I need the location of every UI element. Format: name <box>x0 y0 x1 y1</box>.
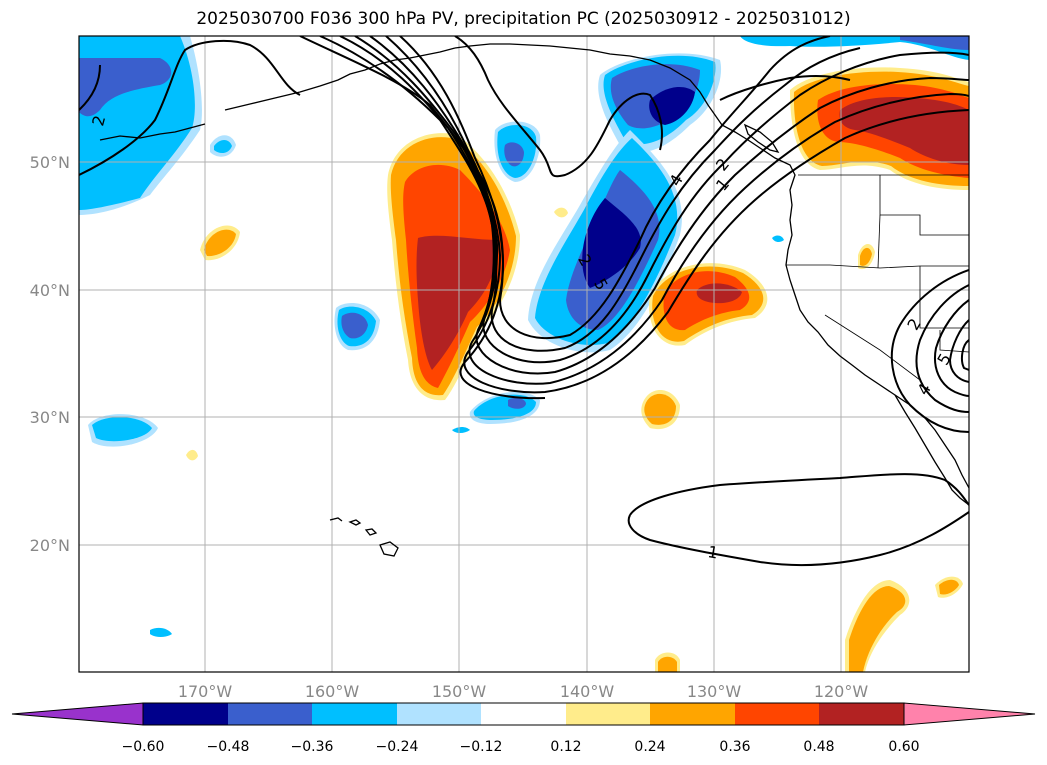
lat-label: 30°N <box>30 408 70 427</box>
lat-label: 50°N <box>30 153 70 172</box>
precip-positive-east-deep <box>696 283 742 304</box>
precip-negative-small-6 <box>150 627 172 637</box>
precip-negative-small-8 <box>772 235 784 243</box>
latitude-labels: 50°N 40°N 30°N 20°N <box>30 153 70 555</box>
lon-label: 130°W <box>687 682 742 701</box>
lon-label: 120°W <box>814 682 869 701</box>
colorbar-swatch <box>312 703 397 725</box>
pv-contours <box>79 36 969 567</box>
colorbar-frame <box>142 702 905 726</box>
contour-label: 2 <box>88 113 109 128</box>
lon-label: 140°W <box>560 682 615 701</box>
precip-negative-nw-mid <box>79 58 172 117</box>
precip-negative-small-3-mid <box>341 312 368 339</box>
longitude-labels: 170°W 160°W 150°W 140°W 130°W 120°W <box>178 682 869 701</box>
contour-label: 1 <box>706 542 719 562</box>
precip-shading <box>79 36 969 672</box>
colorbar-swatch <box>735 703 819 725</box>
precip-negative-small-5-core <box>92 417 152 442</box>
lon-label: 160°W <box>305 682 360 701</box>
colorbar-label: −0.24 <box>376 739 419 755</box>
lat-label: 20°N <box>30 536 70 555</box>
precip-positive-small-6-core <box>658 656 677 672</box>
colorbar-label: −0.36 <box>291 739 334 755</box>
precip-positive-ne-deep <box>839 97 969 165</box>
colorbar-labels: −0.60 −0.48 −0.36 −0.24 −0.12 0.12 0.24 … <box>122 739 920 755</box>
colorbar-swatch <box>650 703 735 725</box>
colorbar-label: −0.60 <box>122 739 165 755</box>
graticule <box>79 36 969 672</box>
lat-label: 40°N <box>30 281 70 300</box>
lon-label: 150°W <box>432 682 487 701</box>
precip-positive-small-4-core <box>849 586 906 672</box>
map-plot-area: 2 4 2 1 2 5 4 2 5 1 <box>78 35 970 673</box>
colorbar-label: 0.24 <box>634 739 665 755</box>
map-title: 2025030700 F036 300 hPa PV, precipitatio… <box>196 9 851 29</box>
precip-positive-small-5-core <box>939 579 959 595</box>
precip-negative-top <box>740 36 969 60</box>
colorbar-swatch <box>228 703 312 725</box>
colorbar-swatch <box>566 703 650 725</box>
borders <box>786 174 969 381</box>
precip-positive-ridge-deep <box>416 235 499 370</box>
colorbar-swatch <box>481 703 566 725</box>
precip-positive-small-3-core <box>860 247 872 266</box>
colorbar-extend-min <box>11 702 144 726</box>
precip-negative-top-dark <box>900 36 969 50</box>
colorbar-swatch <box>143 703 228 725</box>
colorbar-swatch <box>397 703 481 725</box>
colorbar-extend-max <box>903 702 1036 726</box>
precip-negative-alaska-deep <box>649 86 695 125</box>
precip-positive-small-1-core <box>204 229 236 257</box>
map-frame <box>78 35 970 673</box>
precip-negative-small-4-mid <box>508 397 526 409</box>
colorbar-label: 0.36 <box>719 739 750 755</box>
precip-negative-small-1-mid <box>504 142 524 167</box>
lon-label: 170°W <box>178 682 233 701</box>
precip-negative-small-2-core <box>214 140 232 154</box>
precip-positive-small-8 <box>554 207 568 218</box>
colorbar-label: 0.60 <box>888 739 919 755</box>
precip-positive-small-7 <box>186 449 198 461</box>
colorbar-label: −0.48 <box>207 739 250 755</box>
precip-negative-band-deep <box>582 198 641 288</box>
precip-negative-small-7 <box>452 427 470 433</box>
colorbar-label: 0.48 <box>803 739 834 755</box>
colorbar: −0.60 −0.48 −0.36 −0.24 −0.12 0.12 0.24 … <box>11 702 1036 755</box>
colorbar-label: −0.12 <box>460 739 503 755</box>
colorbar-label: 0.12 <box>550 739 581 755</box>
colorbar-swatch <box>819 703 904 725</box>
